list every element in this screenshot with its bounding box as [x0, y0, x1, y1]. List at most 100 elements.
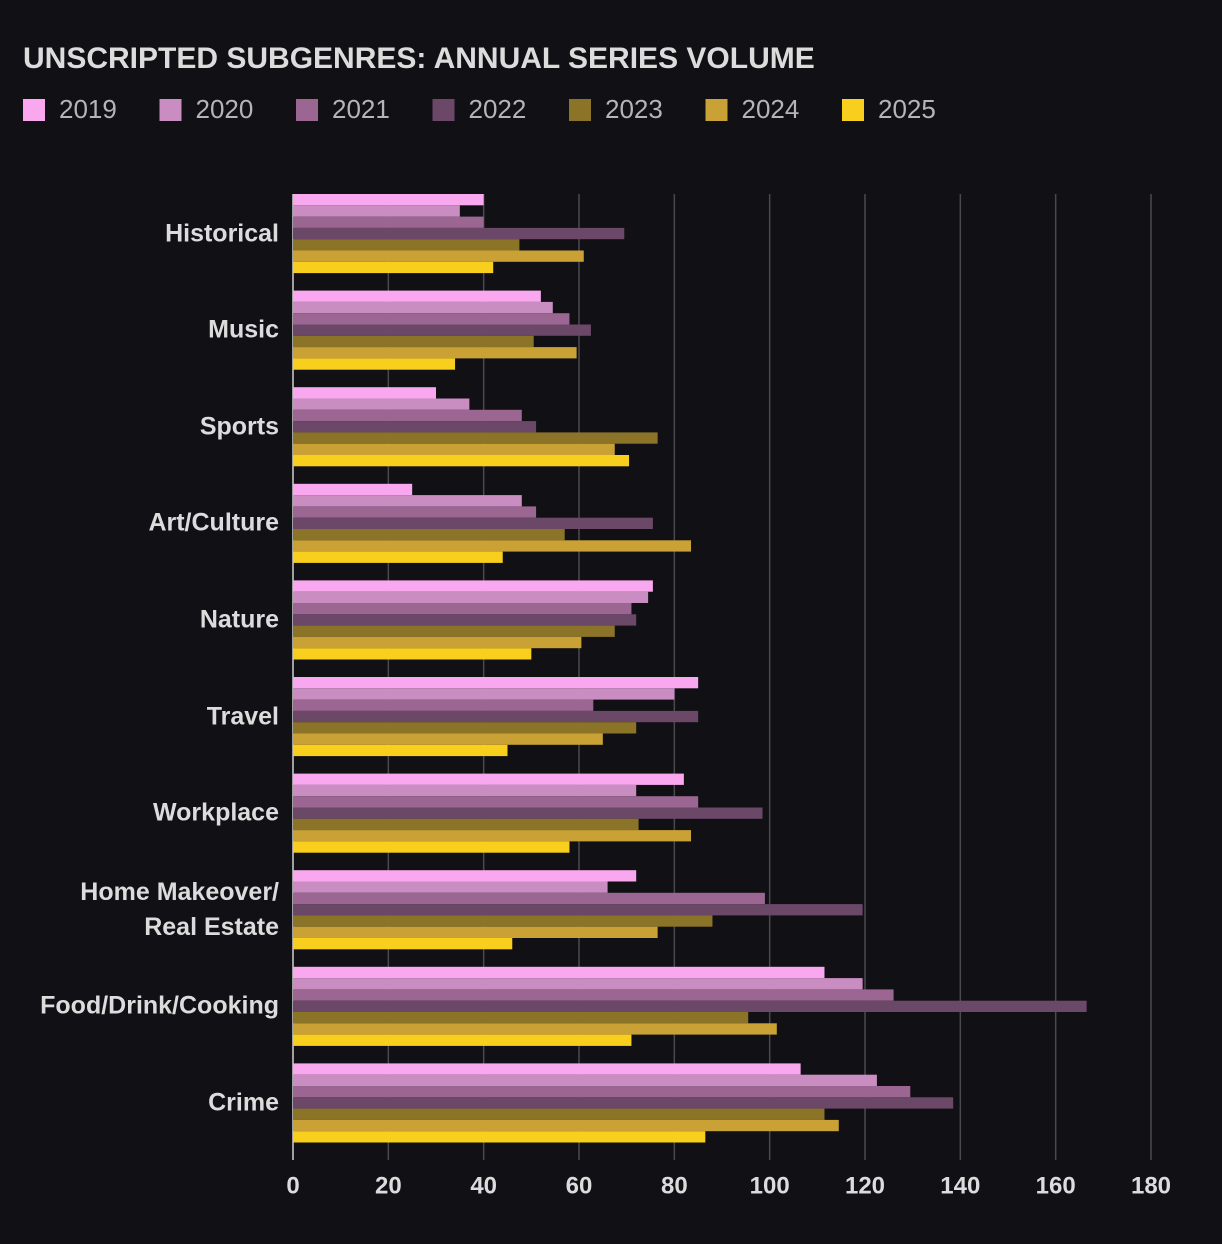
bar: [293, 818, 639, 831]
y-tick-label: Art/Culture: [148, 508, 279, 537]
bar: [293, 733, 603, 745]
bar: [293, 261, 494, 274]
bar: [293, 517, 653, 529]
bar: [293, 1074, 877, 1086]
bar: [293, 625, 615, 637]
bar: [293, 591, 649, 603]
x-tick-label: 120: [845, 1172, 885, 1199]
bar: [293, 1086, 911, 1098]
bar: [293, 227, 625, 240]
legend-label: 2019: [59, 94, 117, 124]
bar: [293, 290, 541, 302]
legend-swatch: [432, 99, 455, 121]
bar: [293, 636, 582, 649]
y-tick-label: Workplace: [153, 798, 279, 827]
bar: [293, 1034, 632, 1046]
bar: [293, 614, 637, 626]
legend-label: 2021: [332, 94, 390, 124]
bar: [293, 978, 863, 990]
legend-label: 2022: [469, 94, 527, 124]
legend-label: 2023: [605, 94, 663, 124]
bar: [293, 699, 594, 711]
legend-swatch: [842, 99, 864, 121]
x-tick-label: 80: [661, 1172, 688, 1199]
legend-swatch: [705, 99, 728, 121]
bar: [293, 677, 699, 689]
bar: [293, 387, 436, 399]
bar: [293, 926, 658, 938]
x-tick-label: 40: [470, 1172, 497, 1199]
bar: [293, 688, 675, 700]
bar: [293, 1023, 777, 1035]
y-tick-label: Music: [208, 315, 279, 344]
y-tick-label: Nature: [199, 605, 279, 634]
legend-swatch: [296, 99, 318, 121]
bar: [293, 347, 577, 359]
bar: [293, 250, 584, 262]
bar: [293, 892, 765, 905]
x-tick-label: 160: [1036, 1172, 1076, 1199]
bar: [293, 796, 699, 808]
legend-label: 2020: [196, 94, 254, 124]
bar: [293, 1119, 839, 1132]
bar: [293, 506, 537, 518]
y-tick-label: Home Makeover/ Real Estate: [80, 877, 279, 941]
bar: [293, 216, 484, 228]
bar: [293, 483, 413, 496]
legend-swatch: [23, 99, 45, 121]
bar: [293, 194, 484, 206]
bar: [293, 773, 684, 785]
x-tick-label: 20: [375, 1172, 402, 1199]
bar: [293, 495, 522, 507]
legend-swatch: [159, 99, 182, 121]
bar: [293, 443, 615, 455]
bar: [293, 432, 658, 444]
y-tick-label: Historical: [165, 219, 279, 248]
x-tick-label: 0: [286, 1172, 299, 1199]
bar: [293, 989, 894, 1001]
bar: [293, 335, 534, 348]
bar: [293, 239, 520, 251]
bar: [293, 966, 825, 979]
x-tick-label: 100: [750, 1172, 790, 1199]
legend-label: 2025: [878, 94, 936, 124]
bar: [293, 870, 637, 882]
bar: [293, 529, 565, 541]
bar: [293, 205, 460, 217]
bar: [293, 744, 508, 757]
bar: [293, 841, 570, 853]
bar: [293, 710, 699, 723]
x-tick-label: 140: [940, 1172, 980, 1199]
y-tick-label: Travel: [206, 702, 279, 731]
bar: [293, 421, 537, 433]
bar: [293, 455, 630, 467]
bar: [293, 722, 637, 734]
bar: [293, 784, 637, 797]
x-tick-label: 60: [566, 1172, 593, 1199]
bar: [293, 398, 470, 410]
bar: [293, 1131, 706, 1143]
bar: [293, 1097, 954, 1109]
legend-label: 2024: [742, 94, 800, 124]
bar: [293, 313, 570, 325]
bar: [293, 648, 532, 660]
bar: [293, 1063, 801, 1075]
bar: [293, 915, 713, 927]
bar: [293, 301, 553, 314]
bar: [293, 580, 653, 592]
bar: [293, 881, 608, 893]
bar: [293, 540, 692, 552]
x-tick-label: 180: [1131, 1172, 1171, 1199]
bar: [293, 904, 863, 916]
bar: [293, 1000, 1087, 1012]
bar: [293, 324, 591, 336]
y-tick-label: Crime: [208, 1088, 279, 1117]
bar: [293, 603, 632, 615]
bar: [293, 358, 456, 370]
legend-swatch: [569, 99, 591, 121]
bar: [293, 551, 503, 563]
bar: [293, 807, 763, 819]
y-tick-label: Food/Drink/Cooking: [40, 991, 279, 1020]
